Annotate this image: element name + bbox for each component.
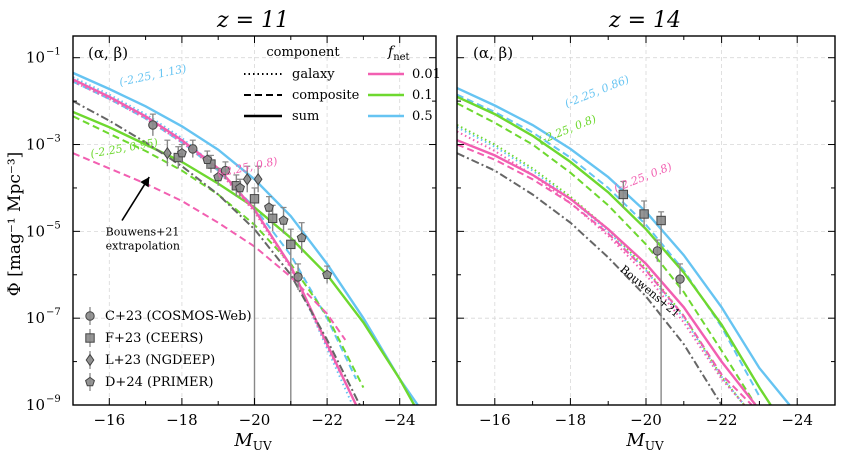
- data-point-pentagon: [322, 269, 333, 279]
- svg-text:Φ [mag⁻¹ Mpc⁻³]: Φ [mag⁻¹ Mpc⁻³]: [5, 152, 25, 297]
- data-point-pentagon: [296, 232, 307, 243]
- legend-marker-diamond: [85, 353, 95, 367]
- annotation-label: (-2.25, 1.13): [118, 62, 187, 89]
- legend-label-galaxy: galaxy: [292, 67, 335, 82]
- series-line-f0-1-sum: [457, 95, 772, 405]
- dataset-legend: C+23 (COSMOS-Web) F+23 (CEERS) L+23 (NGD…: [85, 307, 252, 391]
- component-legend-title: component: [266, 45, 340, 60]
- legend-label-ceers: F+23 (CEERS): [105, 331, 203, 346]
- series-line-bouwens-21: [457, 152, 723, 405]
- axis-ticks: −16 −18 −20 −22 −24: [456, 36, 836, 429]
- series-lines: [457, 87, 791, 405]
- data-point-square: [639, 209, 649, 219]
- legend-label-composite: composite: [292, 88, 360, 103]
- series-line-f0-01-composite: [73, 152, 347, 341]
- annotation-label: (-2.25, 0.8): [612, 160, 674, 195]
- arrow-head: [140, 177, 150, 188]
- series-line-f0-5-sum: [457, 87, 791, 405]
- data-point-pentagon: [278, 215, 289, 225]
- data-point-circle: [148, 120, 158, 130]
- data-point-square: [286, 239, 296, 250]
- y-tick-exponent: −7: [46, 307, 61, 318]
- series-line-bouwens-21-extrapolation: [73, 100, 361, 405]
- x-tick-label: −22: [311, 411, 343, 429]
- legend-label-cosmos: C+23 (COSMOS-Web): [105, 309, 252, 324]
- corner-label: (α, β): [473, 44, 513, 62]
- series-line-f0-01-composite: [457, 143, 753, 405]
- data-point-pentagon: [235, 182, 245, 193]
- data-point-pentagon: [202, 154, 213, 164]
- data-point-diamond: [242, 172, 252, 186]
- series-line-f0-1-galaxy: [457, 124, 746, 405]
- legend-label-fnet-01: 0.1: [412, 88, 433, 103]
- y-tick-exponent: −3: [46, 134, 61, 145]
- y-tick-label: 10: [26, 222, 45, 240]
- legend-marker-pentagon: [85, 376, 95, 387]
- x-tick-label: −20: [239, 411, 271, 429]
- annotation-label: (-2.25, 0.8): [536, 112, 598, 147]
- x-tick-label: −18: [555, 411, 587, 429]
- corner-label: (α, β): [88, 44, 128, 62]
- annotation-label: (-2.25, 0.95): [89, 136, 159, 161]
- data-point-pentagon: [176, 147, 187, 158]
- y-tick-label: 10: [26, 49, 45, 67]
- data-points: [618, 180, 685, 405]
- y-tick-exponent: −5: [46, 220, 61, 231]
- x-tick-label: −18: [166, 411, 198, 429]
- x-tick-label: −22: [706, 411, 738, 429]
- data-point-circle: [675, 274, 685, 284]
- legend-label-ngdeep: L+23 (NGDEEP): [105, 353, 215, 368]
- x-axis-label: MUV: [233, 430, 272, 453]
- series-line-f0-1-composite: [457, 102, 757, 405]
- y-tick-exponent: −9: [46, 394, 61, 405]
- x-tick-label: −24: [781, 411, 813, 429]
- x-tick-label: −16: [479, 411, 511, 429]
- bouwens-label: Bouwens+21 extrapolation: [106, 226, 180, 253]
- gridlines: [457, 36, 835, 406]
- bouwens-label: Bouwens+21: [618, 263, 683, 320]
- data-point-diamond: [162, 146, 172, 160]
- annotation-label: (-2.25, 0.86): [563, 73, 631, 111]
- y-tick-label: 10: [26, 309, 45, 327]
- panel-z11: z = 11 (-2.25, 1.13)(-2.25, 0.95)(-2.25,…: [26, 8, 441, 453]
- x-axis-label: MUV: [625, 430, 664, 453]
- panel-title: z = 14: [608, 8, 681, 33]
- data-point-diamond: [253, 172, 263, 186]
- panel-title: z = 11: [216, 8, 289, 33]
- component-legend: component galaxy composite sum: [244, 45, 360, 124]
- legend-marker-circle: [85, 311, 95, 321]
- y-tick-label: 10: [26, 396, 45, 414]
- data-point-square: [656, 215, 666, 226]
- y-axis-label: Φ [mag⁻¹ Mpc⁻³]: [5, 152, 25, 297]
- series-line-f0-5-galaxy: [457, 126, 746, 405]
- x-tick-label: −24: [384, 411, 416, 429]
- legend-marker-square: [85, 333, 95, 343]
- data-point-square: [618, 189, 629, 200]
- y-tick-label: 10: [26, 136, 45, 154]
- data-point-square: [249, 194, 260, 204]
- y-tick-exponent: −1: [46, 47, 61, 58]
- data-points: [148, 113, 333, 405]
- legend-label-sum: sum: [292, 109, 319, 124]
- data-point-pentagon: [213, 171, 224, 182]
- data-point-circle: [220, 165, 231, 176]
- data-point-pentagon: [264, 202, 274, 212]
- data-point-circle: [652, 246, 663, 256]
- x-tick-label: −20: [630, 411, 662, 429]
- data-point-circle: [188, 144, 198, 154]
- series-line-f0-01-sum: [457, 139, 757, 405]
- legend-label-primer: D+24 (PRIMER): [105, 375, 213, 390]
- legend-label-fnet-05: 0.5: [412, 109, 433, 124]
- fnet-legend-title: fnet: [387, 44, 410, 63]
- legend-label-fnet-001: 0.01: [412, 67, 441, 82]
- panel-z14: z = 14 (-2.25, 0.86)(-2.25, 0.8)(-2.25, …: [456, 8, 836, 453]
- data-point-circle: [293, 272, 303, 282]
- fnet-legend: fnet 0.01 0.1 0.5: [368, 44, 441, 124]
- x-tick-label: −16: [93, 411, 125, 429]
